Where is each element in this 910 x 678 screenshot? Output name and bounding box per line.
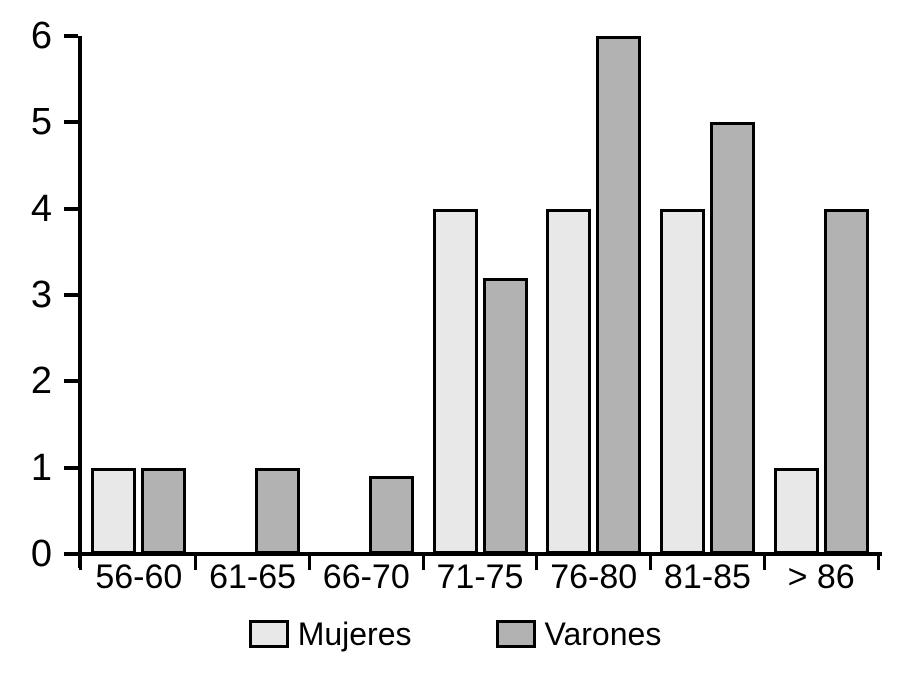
x-category-label-71-75: 71-75 [436, 558, 524, 596]
legend-label-mujeres: Mujeres [297, 616, 412, 652]
bar-mujeres-gt-86 [773, 467, 819, 554]
bar-varones-66-70 [368, 476, 414, 554]
bar-mujeres-56-60 [91, 467, 137, 554]
x-tick [421, 556, 425, 570]
x-tick [762, 556, 766, 570]
legend-swatch-varones [495, 620, 536, 648]
bar-varones-61-65 [255, 467, 301, 554]
y-tick [64, 120, 78, 125]
legend-item-varones: Varones [495, 616, 662, 652]
bar-mujeres-76-80 [546, 208, 592, 554]
y-tick-label: 2 [30, 360, 52, 403]
bar-mujeres-81-85 [659, 208, 705, 554]
x-tick [876, 556, 880, 570]
legend-label-varones: Varones [544, 616, 662, 652]
y-tick-label: 0 [30, 533, 52, 575]
x-tick [649, 556, 653, 570]
bar-varones-81-85 [709, 122, 755, 554]
bar-varones-71-75 [482, 277, 528, 554]
x-tick [307, 556, 311, 570]
y-tick [64, 34, 78, 38]
y-tick-label: 1 [30, 446, 52, 489]
x-tick [535, 556, 539, 570]
x-category-label-56-60: 56-60 [95, 558, 183, 596]
y-tick [64, 206, 78, 211]
x-tick [78, 556, 82, 570]
y-tick [64, 465, 78, 470]
y-tick-label: 5 [30, 101, 52, 144]
x-category-label-66-70: 66-70 [322, 558, 410, 596]
x-category-label-gt-86: > 86 [787, 558, 855, 596]
bar-varones-56-60 [141, 467, 187, 554]
y-tick-label: 4 [30, 187, 52, 230]
y-tick [64, 293, 78, 297]
x-category-label-61-65: 61-65 [209, 558, 297, 596]
x-category-label-76-80: 76-80 [550, 558, 638, 596]
bar-varones-76-80 [596, 36, 642, 554]
x-category-label-81-85: 81-85 [663, 558, 751, 596]
y-tick-label: 6 [30, 15, 52, 57]
legend: Mujeres Varones [0, 616, 910, 652]
y-tick-label: 3 [30, 274, 52, 316]
legend-swatch-mujeres [248, 620, 289, 648]
bar-mujeres-71-75 [432, 208, 478, 554]
bar-varones-gt-86 [823, 208, 869, 554]
x-axis-line [78, 552, 882, 556]
y-tick [64, 379, 78, 384]
y-axis-line [78, 36, 82, 568]
x-tick [194, 556, 198, 570]
y-tick [64, 552, 78, 556]
legend-item-mujeres: Mujeres [248, 616, 412, 652]
